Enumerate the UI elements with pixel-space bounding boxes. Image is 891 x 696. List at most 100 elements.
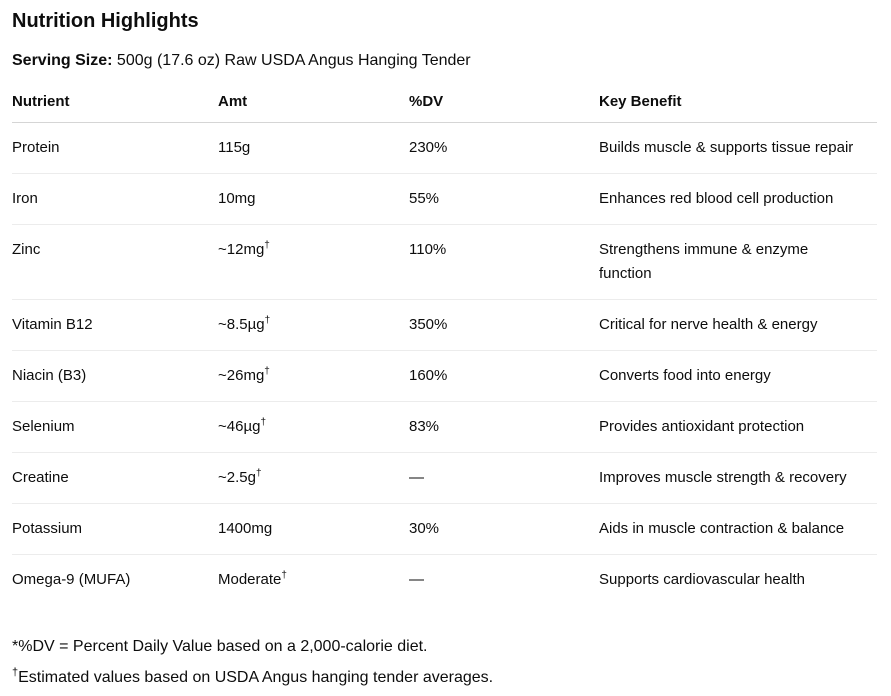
benefit-cell: Builds muscle & supports tissue repair [599,122,877,174]
table-row: Selenium ~46µg† 83% Provides antioxidant pr… [12,401,877,453]
dv-cell: 55% [409,173,599,225]
nutrient-cell: Creatine [12,452,218,504]
nutrient-cell-text: Potassium [12,520,83,537]
amount-cell: ~46µg† [218,401,409,453]
nutrient-cell: Iron [12,173,218,225]
dv-cell-text: — [409,571,424,588]
nutrition-highlights-page: Nutrition Highlights Serving Size: 500g … [12,8,877,690]
dv-cell: 110% [409,224,599,300]
benefit-cell: Aids in muscle contraction & balance [599,503,877,555]
table-row: Zinc ~12mg† 110% Strengthens immune & enzym… [12,224,877,300]
table-row: Niacin (B3) ~26mg† 160% Converts food into … [12,350,877,402]
column-header-key-benefit: Key Benefit [599,82,877,123]
amount-cell: ~26mg† [218,350,409,402]
dv-cell-text: 55% [409,190,440,207]
table-row: Vitamin B12 ~8.5µg† 350% Critical for nerve… [12,299,877,351]
dagger-marker: † [260,417,266,428]
amount-cell: ~2.5g† [218,452,409,504]
dv-cell-text: 110% [409,241,447,258]
nutrient-cell-text: Iron [12,190,38,207]
benefit-cell-text: Strengthens immune & enzyme function [599,241,809,282]
column-header-dv: %DV [409,82,599,123]
nutrient-cell-text: Omega-9 (MUFA) [12,571,131,588]
serving-size-line: Serving Size: 500g (17.6 oz) Raw USDA An… [12,49,877,73]
amount-cell: ~8.5µg† [218,299,409,351]
benefit-cell: Critical for nerve health & energy [599,299,877,351]
nutrient-cell-text: Protein [12,139,60,156]
benefit-cell: Supports cardiovascular health [599,555,877,606]
dagger-marker: † [264,366,270,377]
nutrient-cell-text: Niacin (B3) [12,367,87,384]
amount-cell: 10mg [218,173,409,225]
nutrient-cell-text: Selenium [12,418,75,435]
table-header-row: Nutrient Amt %DV Key Benefit [12,82,877,123]
dv-cell: 160% [409,350,599,402]
amount-cell-text: ~2.5g [218,469,256,486]
dagger-marker: † [12,666,19,679]
amount-cell-text: 10mg [218,190,256,207]
nutrient-cell: Selenium [12,401,218,453]
nutrient-cell: Niacin (B3) [12,350,218,402]
nutrient-cell-text: Zinc [12,241,41,258]
serving-size-value: 500g (17.6 oz) Raw USDA Angus Hanging Te… [112,52,471,69]
dv-cell: — [409,555,599,606]
nutrient-cell-text: Vitamin B12 [12,316,93,333]
table-row: Protein 115g 230% Builds muscle & supports … [12,122,877,174]
amount-cell: ~12mg† [218,224,409,300]
amount-cell-text: 1400mg [218,520,273,537]
table-row: Omega-9 (MUFA) Moderate† — Supports cardiov… [12,555,877,606]
amount-cell-text: ~26mg [218,367,265,384]
nutrient-cell: Omega-9 (MUFA) [12,555,218,606]
nutrient-cell: Vitamin B12 [12,299,218,351]
amount-cell: Moderate† [218,555,409,606]
benefit-cell-text: Aids in muscle contraction & balance [599,520,845,537]
amount-cell-text: ~46µg [218,418,261,435]
dagger-marker: † [255,468,262,479]
nutrient-cell: Protein [12,122,218,174]
dv-cell-text: 83% [409,418,440,435]
table-row: Iron 10mg 55% Enhances red blood cell produ… [12,173,877,225]
footnote-estimated-text: Estimated values based on USDA Angus han… [18,669,494,686]
footnotes: *%DV = Percent Daily Value based on a 2,… [12,635,877,690]
dv-cell-text: 30% [409,520,440,537]
nutrient-cell: Zinc [12,224,218,300]
benefit-cell-text: Provides antioxidant protection [599,418,805,435]
amount-cell-text: ~8.5µg [218,316,265,333]
benefit-cell: Enhances red blood cell production [599,173,877,225]
dv-cell: 350% [409,299,599,351]
benefit-cell-text: Builds muscle & supports tissue repair [599,139,854,156]
benefit-cell: Provides antioxidant protection [599,401,877,453]
dagger-marker: † [281,570,287,581]
benefit-cell-text: Improves muscle strength & recovery [599,469,847,486]
nutrient-cell-text: Creatine [12,469,69,486]
amount-cell-text: ~12mg [218,241,265,258]
column-header-amt: Amt [218,82,409,123]
nutrition-table: Nutrient Amt %DV Key Benefit Protein 115g… [12,82,877,605]
dv-cell: 30% [409,503,599,555]
benefit-cell: Improves muscle strength & recovery [599,452,877,504]
amount-cell-text: 115g [218,139,251,156]
amount-cell-text: Moderate [218,571,282,588]
benefit-cell-text: Enhances red blood cell production [599,190,834,207]
benefit-cell-text: Supports cardiovascular health [599,571,805,588]
benefit-cell-text: Converts food into energy [599,367,771,384]
dagger-marker: † [264,240,270,251]
table-row: Potassium 1400mg 30% Aids in muscle contrac… [12,503,877,555]
dv-cell-text: — [409,469,424,486]
footnote-estimated: †Estimated values based on USDA Angus ha… [12,666,877,690]
dagger-marker: † [264,315,271,326]
dv-cell-text: 230% [409,139,448,156]
amount-cell: 115g [218,122,409,174]
amount-cell: 1400mg [218,503,409,555]
benefit-cell: Converts food into energy [599,350,877,402]
dv-cell: 83% [409,401,599,453]
nutrient-cell: Potassium [12,503,218,555]
dv-cell: 230% [409,122,599,174]
table-row: Creatine ~2.5g† — Improves muscle strength … [12,452,877,504]
serving-size-label: Serving Size: [12,52,113,69]
benefit-cell: Strengthens immune & enzyme function [599,224,877,300]
column-header-nutrient: Nutrient [12,82,218,123]
dv-cell: — [409,452,599,504]
footnote-dv: *%DV = Percent Daily Value based on a 2,… [12,638,428,655]
benefit-cell-text: Critical for nerve health & energy [599,316,818,333]
